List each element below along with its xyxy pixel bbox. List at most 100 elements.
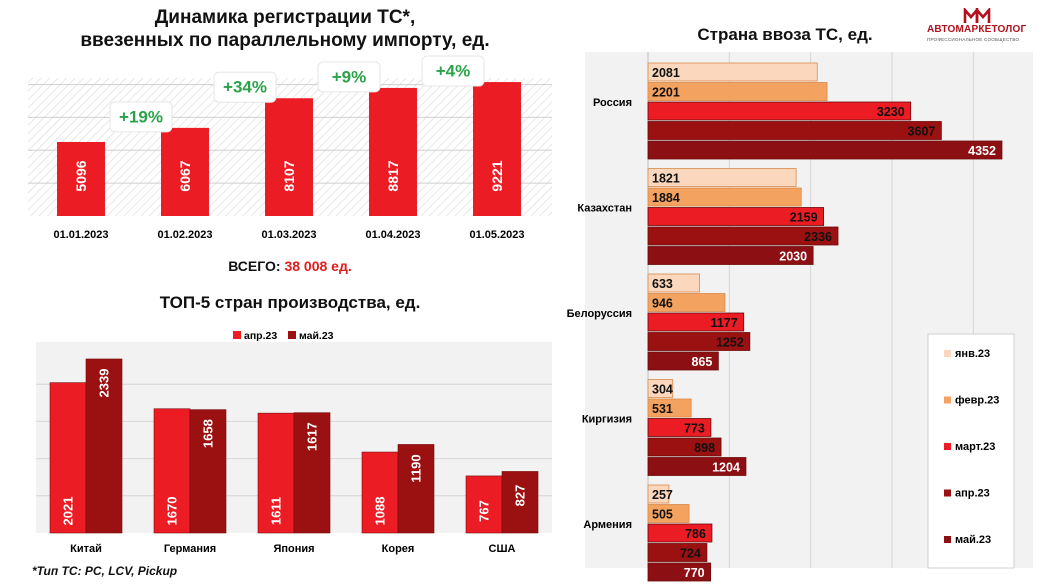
bar-value-label: 1884 — [652, 191, 680, 205]
bar — [265, 98, 313, 216]
legend-label: апр.23 — [955, 488, 990, 500]
bar-value-label: 2159 — [790, 211, 818, 225]
category-label: Белоруссия — [567, 308, 632, 320]
bar — [161, 127, 209, 216]
bar-value-label: 1190 — [409, 454, 424, 482]
bar-value-label: 865 — [691, 355, 712, 369]
bar-value-label: 1252 — [716, 336, 744, 350]
legend-swatch — [944, 443, 951, 450]
bar — [85, 358, 123, 534]
bar — [647, 351, 719, 371]
bar-value-label: 767 — [477, 500, 492, 522]
total-value: 38 008 ед. — [284, 258, 352, 274]
main-chart-title: Динамика регистрации ТС*, ввезенных по п… — [20, 6, 550, 52]
main-chart-title-line2: ввезенных по параллельному импорту, ед. — [80, 30, 490, 52]
bar-value-label: 2339 — [97, 369, 112, 398]
bar — [57, 141, 105, 216]
bar — [647, 437, 722, 457]
growth-label: +9% — [332, 67, 367, 86]
bar — [647, 562, 712, 582]
bar-value-label: 2201 — [652, 86, 680, 100]
growth-label: +4% — [436, 62, 471, 81]
x-tick-label: Япония — [273, 543, 314, 555]
legend-label: февр.23 — [955, 395, 999, 407]
bar — [647, 168, 797, 187]
bar-value-label: 5096 — [73, 160, 89, 191]
category-label: Казахстан — [577, 203, 632, 215]
bar-value-label: 6067 — [177, 160, 193, 191]
bar — [647, 62, 818, 82]
bar-value-label: 8817 — [385, 160, 401, 191]
bar-value-label: 724 — [680, 547, 701, 561]
bar — [189, 409, 227, 534]
legend-swatch — [944, 396, 951, 404]
legend-swatch — [288, 331, 296, 339]
top5-countries-chart: апр.23 май.23 2021 2339 1670 1658 1611 1617 108… — [36, 330, 552, 555]
growth-callout-box — [421, 55, 485, 87]
bar-value-label: 1611 — [269, 497, 284, 525]
legend-label: янв.23 — [955, 348, 990, 360]
legend-label: май.23 — [955, 534, 991, 546]
legend-label: май.23 — [299, 330, 334, 342]
bar — [647, 101, 912, 121]
legend-label: март.23 — [955, 441, 995, 453]
bar — [153, 408, 191, 534]
main-chart-title-line1: Динамика регистрации ТС*, — [154, 7, 416, 28]
bar-value-label: 786 — [685, 527, 706, 541]
x-tick-label: 01.04.2023 — [365, 229, 420, 241]
bar-value-label: 1204 — [712, 461, 740, 475]
bar-value-label: 946 — [652, 297, 673, 311]
bar — [647, 457, 747, 476]
bar-value-label: 304 — [652, 383, 673, 397]
bar-value-label: 1670 — [165, 497, 180, 526]
registration-dynamics-chart: 5096 6067 8107 8817 9221 +19% +34% +9% +4% 01.0… — [28, 55, 552, 241]
category-label: Армения — [583, 519, 632, 531]
legend-swatch — [944, 350, 951, 357]
bar-value-label: 773 — [684, 422, 705, 436]
legend-box — [927, 333, 1015, 569]
bar — [647, 332, 751, 351]
bar — [369, 87, 417, 216]
bar — [647, 187, 802, 207]
bar — [647, 121, 942, 140]
bar-value-label: 827 — [513, 485, 528, 507]
bar-value-label: 2081 — [652, 66, 680, 80]
bar-value-label: 4352 — [968, 144, 996, 158]
bar — [647, 543, 708, 562]
bar — [647, 82, 828, 101]
x-tick-label: 01.05.2023 — [469, 229, 524, 241]
logo-tagline: ПРОФЕССИОНАЛЬНОЕ СООБЩЕСТВО — [927, 37, 1020, 42]
bar-value-label: 3230 — [877, 105, 905, 119]
bar-value-label: 505 — [652, 508, 673, 522]
bar — [647, 140, 1003, 160]
bar — [647, 312, 745, 332]
bar — [647, 246, 814, 265]
bar-value-label: 770 — [684, 566, 705, 580]
x-tick-label: 01.02.2023 — [157, 229, 212, 241]
category-label: Киргизия — [582, 414, 632, 426]
bar — [397, 444, 435, 534]
bar-value-label: 1617 — [305, 422, 320, 451]
bar — [49, 382, 87, 534]
bar — [647, 398, 692, 418]
bar — [647, 504, 690, 523]
growth-callout-box — [213, 71, 277, 103]
bar-value-label: 3607 — [908, 125, 936, 139]
growth-label: +34% — [223, 78, 267, 97]
bar — [647, 226, 839, 246]
bar-value-label: 2336 — [804, 230, 832, 244]
bar-value-label: 898 — [694, 441, 715, 455]
bar-value-label: 2021 — [61, 497, 76, 526]
bar — [501, 471, 539, 534]
bar — [361, 451, 399, 534]
brand-logo: АВТОМАРКЕТОЛОГ ПРОФЕССИОНАЛЬНОЕ СООБЩЕСТ… — [925, 8, 1035, 42]
bar — [647, 418, 712, 437]
bar-value-label: 9221 — [489, 160, 505, 191]
bar — [465, 475, 503, 534]
bar-value-label: 1821 — [652, 172, 680, 186]
total-label: ВСЕГО: — [228, 258, 281, 274]
bar-value-label: 1088 — [373, 497, 388, 526]
logo-name: АВТОМАРКЕТОЛОГ — [927, 24, 1027, 35]
legend-label: апр.23 — [244, 330, 277, 342]
x-tick-label: 01.01.2023 — [53, 229, 108, 241]
